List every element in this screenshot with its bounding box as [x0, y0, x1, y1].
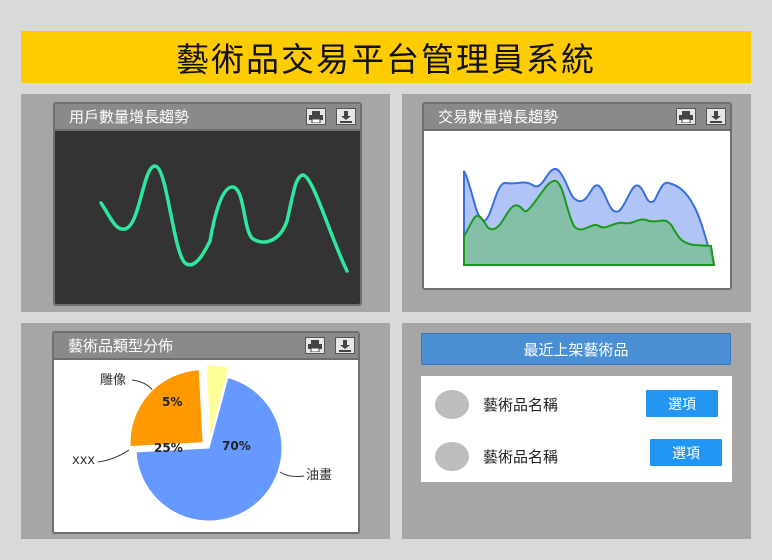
trade-growth-window: 交易數量增長趨勢: [422, 102, 732, 290]
category-name-oil: 油畫: [306, 468, 332, 483]
user-growth-title-bar: 用戶數量增長趨勢: [55, 104, 360, 131]
download-button[interactable]: [335, 337, 355, 354]
artwork-name: 藝術品名稱: [483, 448, 559, 466]
printer-icon: [309, 110, 323, 123]
print-button[interactable]: [305, 337, 325, 354]
list-item: 藝術品名稱 選項: [421, 376, 732, 419]
options-button[interactable]: 選項: [646, 390, 718, 417]
pie-slice-sculpture: [205, 364, 230, 439]
avatar: [435, 442, 469, 471]
user-growth-title: 用戶數量增長趨勢: [69, 108, 190, 126]
recent-artworks-header: 最近上架藝術品: [421, 333, 731, 365]
leader-line-oil: [279, 471, 305, 477]
artwork-name: 藝術品名稱: [483, 396, 559, 414]
category-name-sculpture: 雕像: [100, 373, 126, 388]
leader-line-xxx: [97, 449, 130, 463]
category-title-bar: 藝術品類型分佈: [54, 333, 358, 360]
printer-icon: [679, 110, 693, 123]
list-item: 藝術品名稱 選項: [421, 428, 732, 471]
trade-growth-chart: [424, 131, 730, 288]
print-button[interactable]: [306, 108, 326, 125]
category-window: 藝術品類型分佈 70% 25% 5% 油畫 xxx 雕像: [52, 331, 360, 534]
category-pie-chart: 70% 25% 5% 油畫 xxx 雕像: [54, 360, 358, 532]
download-button[interactable]: [706, 108, 726, 125]
pie-label-sculpture: 5%: [162, 395, 182, 409]
pie-label-oil: 70%: [222, 439, 251, 453]
pie-slice-oil: [135, 376, 283, 522]
trade-growth-title: 交易數量增長趨勢: [438, 108, 559, 126]
download-icon: [710, 110, 722, 123]
printer-icon: [308, 339, 322, 352]
recent-artworks-list: 藝術品名稱 選項 藝術品名稱 選項: [421, 376, 732, 482]
options-button[interactable]: 選項: [650, 439, 722, 466]
print-button[interactable]: [676, 108, 696, 125]
user-growth-line: [99, 164, 349, 273]
download-button[interactable]: [336, 108, 356, 125]
download-icon: [339, 339, 351, 352]
pie-slice-xxx: [129, 369, 204, 447]
page-title: 藝術品交易平台管理員系統: [21, 31, 751, 83]
user-growth-window: 用戶數量增長趨勢: [53, 102, 362, 306]
download-icon: [340, 110, 352, 123]
user-growth-chart: [55, 131, 360, 304]
trade-series-b-area: [463, 179, 716, 266]
pie-label-xxx: 25%: [154, 441, 183, 455]
category-title: 藝術品類型分佈: [68, 337, 174, 355]
category-name-xxx: xxx: [72, 453, 95, 468]
avatar: [435, 390, 469, 419]
trade-growth-title-bar: 交易數量增長趨勢: [424, 104, 730, 131]
